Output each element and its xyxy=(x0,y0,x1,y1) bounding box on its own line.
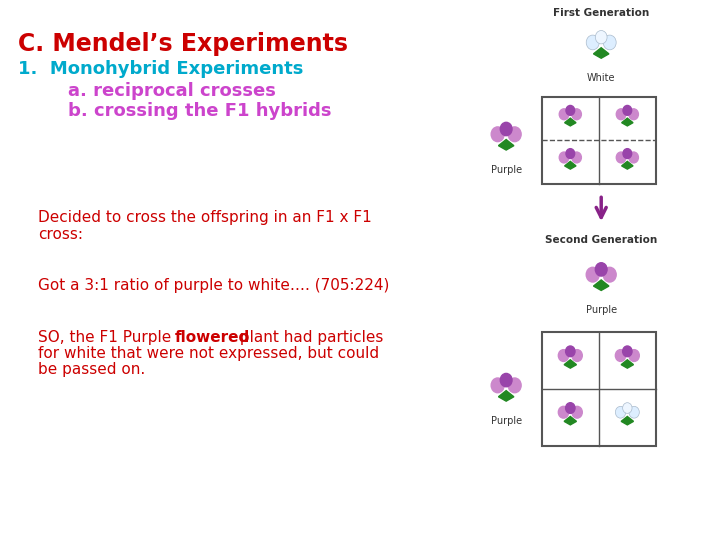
Text: Decided to cross the offspring in an F1 x F1
cross:: Decided to cross the offspring in an F1 … xyxy=(38,210,372,242)
Text: Got a 3:1 ratio of purple to white…. (705:224): Got a 3:1 ratio of purple to white…. (70… xyxy=(38,278,390,293)
Polygon shape xyxy=(593,280,609,291)
Circle shape xyxy=(566,346,575,356)
Text: 1.  Monohybrid Experiments: 1. Monohybrid Experiments xyxy=(18,60,303,78)
Polygon shape xyxy=(621,360,634,368)
Text: Purple: Purple xyxy=(490,165,522,175)
Text: SO, the F1 Purple: SO, the F1 Purple xyxy=(38,330,176,345)
Text: Second Generation: Second Generation xyxy=(545,235,657,245)
Circle shape xyxy=(572,406,582,418)
Polygon shape xyxy=(564,416,577,425)
Circle shape xyxy=(572,349,582,361)
Circle shape xyxy=(586,35,599,50)
Text: C. Mendel’s Experiments: C. Mendel’s Experiments xyxy=(18,32,348,56)
Circle shape xyxy=(566,148,575,159)
Circle shape xyxy=(629,406,639,418)
Text: be passed on.: be passed on. xyxy=(38,362,145,377)
Bar xyxy=(542,97,656,184)
Circle shape xyxy=(616,349,626,361)
Text: Purple: Purple xyxy=(490,416,522,426)
Circle shape xyxy=(566,403,575,413)
Circle shape xyxy=(491,378,504,393)
Circle shape xyxy=(629,152,639,163)
Text: Purple: Purple xyxy=(585,305,617,315)
Circle shape xyxy=(566,105,575,116)
Circle shape xyxy=(629,349,639,361)
Text: White: White xyxy=(587,73,616,83)
Circle shape xyxy=(623,346,632,356)
Text: plant had particles: plant had particles xyxy=(235,330,383,345)
Circle shape xyxy=(623,148,631,159)
Circle shape xyxy=(500,374,512,387)
Circle shape xyxy=(572,109,581,120)
Circle shape xyxy=(500,123,512,136)
Polygon shape xyxy=(498,139,514,150)
Circle shape xyxy=(558,349,569,361)
Circle shape xyxy=(616,406,626,418)
Text: a. reciprocal crosses: a. reciprocal crosses xyxy=(18,82,276,100)
Circle shape xyxy=(491,127,504,141)
Circle shape xyxy=(616,109,626,120)
Polygon shape xyxy=(564,118,576,126)
Circle shape xyxy=(508,127,521,141)
Text: flowered: flowered xyxy=(175,330,250,345)
Text: b. crossing the F1 hybrids: b. crossing the F1 hybrids xyxy=(18,102,331,120)
Circle shape xyxy=(508,378,521,393)
Bar xyxy=(542,332,656,446)
Circle shape xyxy=(616,152,626,163)
Circle shape xyxy=(559,109,569,120)
Polygon shape xyxy=(498,390,514,401)
Circle shape xyxy=(595,263,607,276)
Polygon shape xyxy=(621,161,633,169)
Circle shape xyxy=(623,403,632,413)
Text: for white that were not expressed, but could: for white that were not expressed, but c… xyxy=(38,346,379,361)
Circle shape xyxy=(629,109,639,120)
Circle shape xyxy=(558,406,569,418)
Polygon shape xyxy=(621,416,634,425)
Circle shape xyxy=(603,35,616,50)
Circle shape xyxy=(586,267,599,282)
Circle shape xyxy=(572,152,581,163)
Circle shape xyxy=(595,31,607,44)
Polygon shape xyxy=(564,360,577,368)
Circle shape xyxy=(603,267,616,282)
Polygon shape xyxy=(593,48,609,58)
Circle shape xyxy=(623,105,631,116)
Circle shape xyxy=(559,152,569,163)
Polygon shape xyxy=(564,161,576,169)
Text: First Generation: First Generation xyxy=(553,8,649,18)
Polygon shape xyxy=(621,118,633,126)
